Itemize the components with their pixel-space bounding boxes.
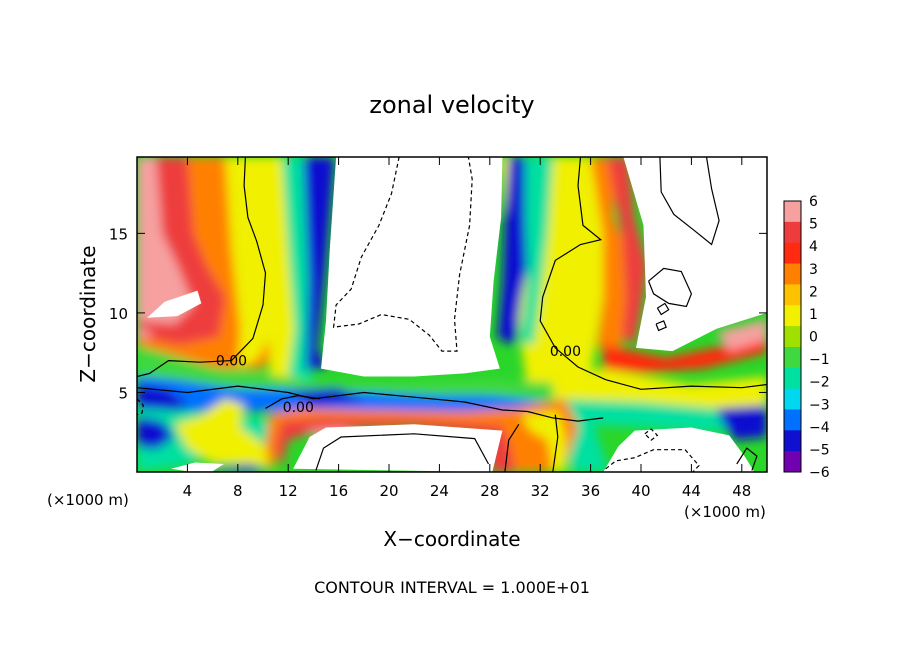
colorbar: 6 5 4 3 2 1 0 −1 −2 −3 −4 −5 −6: [783, 194, 830, 481]
colorbar-swatch-2: [784, 242, 801, 265]
contour-labels: 0.00 0.00 0.00: [216, 344, 581, 416]
x-tick-label-40: 40: [631, 482, 650, 500]
contour-label-1: 0.00: [283, 400, 314, 416]
contour-interval-footer: CONTOUR INTERVAL = 1.000E+01: [314, 578, 590, 597]
contour-line-4: [552, 414, 559, 472]
contour-line-6: [315, 433, 490, 471]
contour-line-8: [648, 267, 693, 308]
chart-title: zonal velocity: [369, 91, 534, 119]
dashed-contour-13: [605, 449, 700, 472]
field-region-12: [603, 320, 767, 374]
colorbar-label-12: −6: [809, 465, 830, 481]
y-tick-label-5: 5: [118, 384, 128, 402]
y-tick-label-10: 10: [109, 305, 128, 323]
contour-line-0: [137, 157, 267, 378]
x-tick-label-48: 48: [732, 482, 751, 500]
contour-line-9: [656, 302, 670, 316]
field-region-16: [288, 387, 364, 406]
field-region-3: [137, 157, 194, 324]
x-tick-label-12: 12: [279, 482, 298, 500]
unshaded-region-4: [293, 424, 503, 472]
contour-line-2: [265, 394, 320, 409]
contour-line-7: [659, 157, 720, 246]
colorbar-label-1: 5: [809, 217, 818, 233]
field-region-10: [590, 157, 635, 361]
y-axis-ticks: 5 10 15: [109, 225, 767, 402]
field-region-11: [607, 157, 648, 345]
colorbar-label-3: 3: [809, 262, 818, 278]
colorbar-label-11: −5: [809, 442, 830, 458]
y-tick-label-15: 15: [109, 225, 128, 243]
field-region-9: [520, 157, 553, 345]
field-region-24: [200, 464, 270, 472]
colorbar-swatch-9: [784, 388, 801, 410]
colorbar-label-6: 0: [809, 330, 818, 346]
field-region-20: [716, 405, 767, 441]
colorbar-swatch-3: [784, 263, 801, 285]
x-tick-label-32: 32: [531, 482, 550, 500]
contour-line-11: [736, 447, 758, 471]
colorbar-swatch-11: [784, 430, 801, 452]
x-tick-label-36: 36: [581, 482, 600, 500]
plot-frame: [136, 156, 768, 473]
x-tick-label-20: 20: [379, 482, 398, 500]
unshaded-region-1: [623, 157, 767, 352]
colorbar-swatch-5: [784, 305, 801, 327]
field-region-26: [265, 398, 578, 472]
colorbar-swatch-12: [784, 451, 801, 473]
colorbar-label-7: −1: [809, 352, 830, 368]
y-axis-label: Z−coordinate: [76, 245, 100, 382]
unshaded-region-2: [147, 290, 202, 318]
colorbar-swatch-7: [784, 346, 801, 369]
colorbar-frame: [783, 200, 802, 473]
colorbar-label-2: 4: [809, 239, 818, 255]
colorbar-swatch-1: [784, 221, 801, 244]
field-region-25: [174, 398, 276, 469]
x-tick-label-16: 16: [329, 482, 348, 500]
x-tick-label-8: 8: [233, 482, 243, 500]
contour-line-5: [504, 423, 520, 472]
unshaded-region-0: [321, 157, 503, 377]
x-tick-label-24: 24: [430, 482, 449, 500]
contour-line-10: [655, 320, 667, 332]
field-region-30: [137, 325, 156, 339]
field-region-19: [552, 398, 767, 433]
contour-lines: [137, 157, 767, 472]
colorbar-swatch-4: [784, 284, 801, 306]
velocity-field: [137, 157, 767, 472]
x-tick-label-4: 4: [183, 482, 193, 500]
x-unit-left: (×1000 m): [47, 491, 129, 509]
contour-line-3: [539, 157, 767, 390]
contour-line-1: [137, 385, 604, 422]
colorbar-label-4: 2: [809, 284, 818, 300]
field-region-6: [303, 157, 335, 371]
colorbar-swatch-10: [784, 409, 801, 431]
x-axis-label: X−coordinate: [383, 527, 520, 551]
dashed-contour-12: [332, 157, 473, 352]
field-region-23: [137, 416, 175, 450]
colorbar-label-10: −4: [809, 420, 830, 436]
colorbar-label-5: 1: [809, 307, 818, 323]
x-tick-label-44: 44: [682, 482, 701, 500]
colorbar-swatch-6: [784, 326, 801, 348]
colorbar-swatch-0: [784, 201, 801, 223]
x-unit-right: (×1000 m): [684, 503, 766, 521]
contour-label-0: 0.00: [216, 354, 247, 370]
field-region-13: [716, 319, 767, 352]
dashed-contour-14: [644, 428, 659, 441]
colorbar-label-0: 6: [809, 194, 818, 210]
colorbar-label-8: −2: [809, 375, 830, 391]
colorbar-swatch-8: [784, 367, 801, 390]
colorbar-label-9: −3: [809, 397, 830, 413]
x-axis-ticks: 4 8 12 16 20 24 28 32 36 40 44 48: [183, 157, 751, 500]
contour-label-2: 0.00: [550, 344, 581, 360]
x-tick-label-28: 28: [480, 482, 499, 500]
unshaded-region-5: [171, 462, 224, 472]
